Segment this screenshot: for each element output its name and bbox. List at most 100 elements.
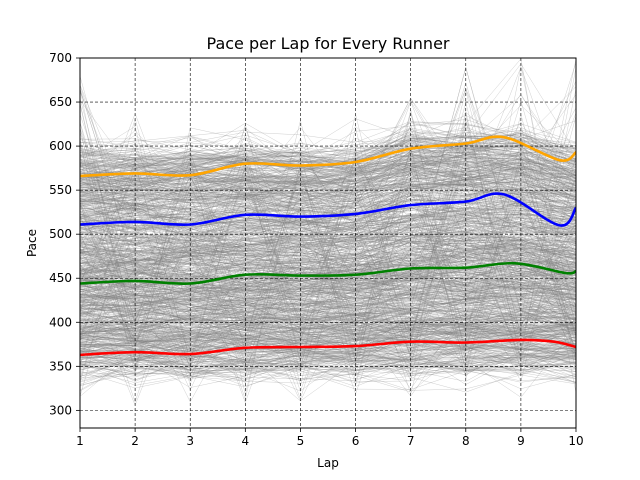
runner-line: [80, 290, 576, 326]
runner-line: [80, 253, 576, 277]
runner-line: [80, 242, 576, 279]
runner-line: [80, 314, 576, 348]
runner-line: [80, 329, 576, 353]
runner-line: [80, 163, 576, 193]
series-line-2: [80, 261, 576, 286]
runner-line: [80, 277, 576, 324]
runner-line: [80, 145, 576, 197]
runner-line: [80, 104, 576, 186]
runner-line: [80, 114, 576, 363]
runner-line: [80, 178, 576, 209]
runner-line: [80, 264, 576, 291]
runner-line: [80, 202, 576, 225]
runner-line: [80, 230, 576, 395]
runner-line: [80, 221, 576, 246]
runner-line: [80, 137, 576, 169]
runner-line: [80, 310, 576, 331]
runner-line: [80, 316, 576, 342]
runner-line: [80, 133, 576, 292]
runner-line: [80, 199, 576, 232]
runner-line: [80, 276, 576, 309]
runner-line: [80, 214, 576, 239]
runner-line: [80, 320, 576, 341]
runner-line: [80, 291, 576, 313]
runner-line: [80, 241, 576, 271]
runner-line: [80, 172, 576, 209]
runner-line: [80, 121, 576, 393]
runner-line: [80, 144, 576, 188]
runner-line: [80, 239, 576, 267]
runner-line: [80, 197, 576, 313]
runner-line: [80, 355, 576, 381]
chart-title: Pace per Lap for Every Runner: [207, 34, 450, 53]
runner-line: [80, 134, 576, 174]
runner-line: [80, 272, 576, 323]
runner-line: [80, 88, 576, 281]
runner-line: [80, 241, 576, 341]
runner-line: [80, 305, 576, 353]
runner-line: [80, 342, 576, 363]
runner-line: [80, 227, 576, 251]
y-tick-label: 500: [49, 227, 72, 241]
runner-line: [80, 190, 576, 220]
runner-line: [80, 251, 576, 352]
runner-line: [80, 201, 576, 229]
runner-line: [80, 259, 576, 318]
runner-line: [80, 165, 576, 212]
runner-line: [80, 198, 576, 368]
runner-line: [80, 239, 576, 286]
runner-line: [80, 218, 576, 238]
runner-line: [80, 162, 576, 201]
runner-line: [80, 231, 576, 256]
runner-line: [80, 252, 576, 283]
runner-line: [80, 250, 576, 281]
runner-line: [80, 169, 576, 204]
runner-line: [80, 325, 576, 360]
runner-line: [80, 88, 576, 363]
runner-line: [80, 326, 576, 357]
runner-line: [80, 122, 576, 312]
runner-line: [80, 357, 576, 387]
runner-line: [80, 282, 576, 313]
runner-line: [80, 154, 576, 195]
runner-line: [80, 202, 576, 266]
runner-line: [80, 123, 576, 363]
runner-line: [80, 185, 576, 207]
runner-line: [80, 355, 576, 383]
runner-line: [80, 164, 576, 198]
runner-line: [80, 267, 576, 304]
runner-line: [80, 157, 576, 187]
runner-line: [80, 181, 576, 229]
runner-line: [80, 252, 576, 288]
runner-line: [80, 166, 576, 197]
runner-line: [80, 303, 576, 337]
runner-line: [80, 163, 576, 212]
runner-line: [80, 353, 576, 381]
runner-line: [80, 333, 576, 359]
runner-line: [80, 356, 576, 373]
runner-line: [80, 204, 576, 357]
runner-line: [80, 194, 576, 230]
runner-line: [80, 268, 576, 303]
runner-line: [80, 140, 576, 175]
runner-line: [80, 243, 576, 275]
runner-line: [80, 144, 576, 192]
runner-line: [80, 267, 576, 292]
runner-line: [80, 251, 576, 311]
runner-line: [80, 267, 576, 402]
runner-line: [80, 119, 576, 323]
runner-line: [80, 291, 576, 315]
runner-line: [80, 126, 576, 163]
runner-line: [80, 304, 576, 327]
runner-line: [80, 155, 576, 329]
runner-line: [80, 118, 576, 397]
runner-line: [80, 135, 576, 207]
runner-line: [80, 160, 576, 204]
runner-line: [80, 314, 576, 335]
runner-line: [80, 297, 576, 331]
runner-line: [80, 240, 576, 275]
runner-line: [80, 238, 576, 262]
runner-line: [80, 242, 576, 275]
runner-line: [80, 273, 576, 340]
